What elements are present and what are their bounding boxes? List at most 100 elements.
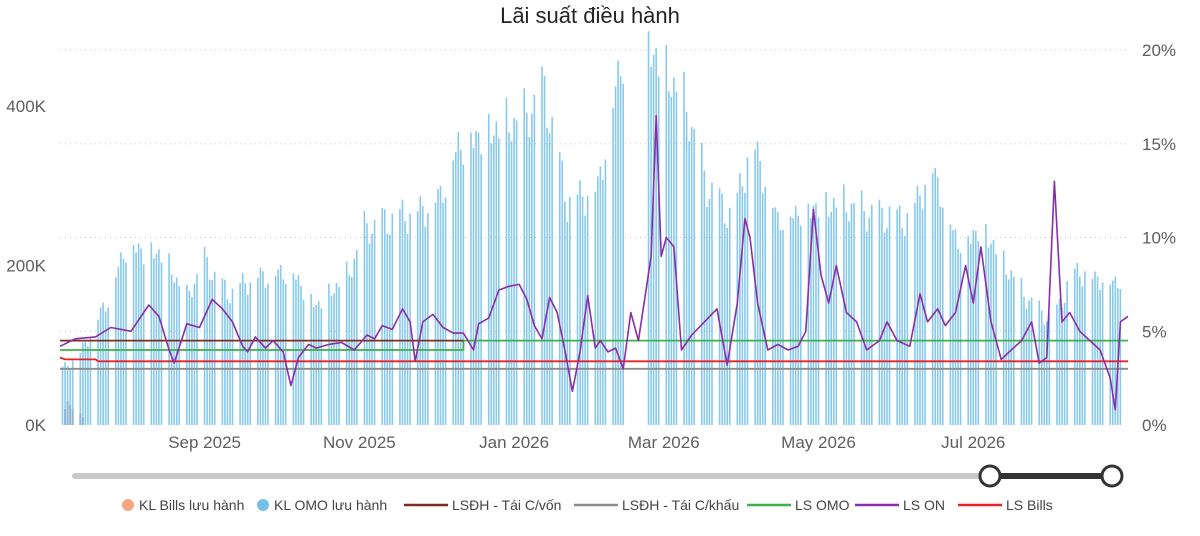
omo-bar bbox=[492, 135, 495, 426]
omo-bar bbox=[99, 307, 102, 425]
omo-bar bbox=[107, 307, 109, 425]
legend-label: LSĐH - Tái C/khấu bbox=[622, 497, 739, 513]
omo-bar bbox=[741, 186, 744, 425]
omo-bar bbox=[386, 233, 389, 425]
omo-bar bbox=[188, 290, 191, 425]
omo-bar bbox=[257, 278, 259, 425]
omo-bar bbox=[1119, 289, 1122, 425]
omo-bar bbox=[416, 211, 419, 425]
rate-lines bbox=[59, 114, 1129, 411]
omo-bar bbox=[546, 127, 548, 425]
omo-bar bbox=[792, 218, 794, 425]
omo-bar bbox=[1043, 324, 1046, 425]
omo-bar bbox=[158, 249, 160, 425]
omo-bar bbox=[82, 342, 84, 425]
omo-bar bbox=[817, 217, 820, 425]
omo-bar bbox=[328, 283, 330, 425]
omo-bar bbox=[825, 192, 827, 425]
omo-bar bbox=[799, 225, 802, 425]
omo-bar bbox=[744, 192, 746, 425]
omo-bar bbox=[921, 209, 924, 425]
omo-bar bbox=[952, 230, 954, 425]
omo-bar bbox=[901, 228, 904, 425]
omo-bar bbox=[728, 207, 731, 425]
legend-label: LS OMO bbox=[795, 497, 850, 513]
omo-bar bbox=[990, 244, 992, 425]
omo-bar bbox=[718, 188, 721, 425]
left-axis: 0K 200K 400K bbox=[6, 97, 46, 435]
range-slider[interactable] bbox=[72, 464, 1124, 488]
slider-start-handle[interactable] bbox=[978, 464, 1002, 488]
omo-bar bbox=[683, 71, 685, 425]
omo-bar bbox=[533, 94, 536, 425]
omo-bar bbox=[353, 258, 356, 425]
omo-bar bbox=[974, 230, 977, 425]
omo-bar bbox=[259, 267, 262, 425]
omo-bar bbox=[969, 243, 972, 425]
omo-bar bbox=[919, 195, 921, 425]
omo-bar bbox=[597, 176, 599, 425]
omo-bar bbox=[1013, 276, 1015, 425]
omo-bar bbox=[224, 279, 226, 425]
omo-bar bbox=[434, 202, 437, 425]
omo-bar bbox=[388, 234, 391, 425]
omo-bar bbox=[79, 352, 82, 425]
omo-bar bbox=[173, 282, 175, 425]
omo-bar bbox=[1094, 271, 1096, 425]
omo-bar bbox=[1020, 277, 1023, 425]
x-tick-label: Sep 2025 bbox=[168, 433, 241, 452]
slider-end-handle[interactable] bbox=[1100, 464, 1124, 488]
omo-bar bbox=[647, 31, 650, 426]
legend-label: LS Bills bbox=[1006, 497, 1053, 513]
omo-bar bbox=[462, 164, 465, 426]
omo-bar bbox=[845, 212, 848, 425]
legend-marker-circle bbox=[122, 499, 134, 511]
omo-bar bbox=[140, 248, 142, 425]
omo-bar bbox=[513, 117, 515, 426]
omo-bars bbox=[61, 31, 1122, 426]
legend-label: LS ON bbox=[903, 497, 945, 513]
omo-bar bbox=[239, 282, 241, 425]
omo-bar bbox=[69, 368, 71, 425]
omo-bar bbox=[246, 294, 249, 425]
legend-marker-circle bbox=[257, 499, 269, 511]
omo-bar bbox=[508, 132, 510, 425]
omo-bar bbox=[335, 282, 338, 425]
omo-bar bbox=[706, 206, 708, 425]
omo-bar bbox=[602, 179, 604, 425]
omo-bar bbox=[317, 301, 320, 425]
omo-bar bbox=[490, 143, 493, 425]
omo-bar bbox=[827, 216, 830, 425]
omo-bar bbox=[903, 236, 906, 425]
omo-bar bbox=[470, 132, 472, 425]
omo-bar bbox=[789, 216, 792, 425]
omo-bar bbox=[594, 191, 597, 425]
omo-bar bbox=[1028, 300, 1030, 425]
omo-bar bbox=[211, 280, 214, 425]
omo-bar bbox=[452, 160, 455, 425]
omo-bar bbox=[665, 44, 668, 425]
omo-bar bbox=[1056, 304, 1058, 425]
omo-bar bbox=[102, 302, 104, 425]
omo-bar bbox=[721, 193, 723, 425]
omo-bar bbox=[213, 271, 216, 425]
omo-bar bbox=[551, 116, 553, 425]
omo-bar bbox=[543, 75, 546, 426]
omo-bar bbox=[153, 258, 155, 425]
ls-bills-line bbox=[59, 356, 1128, 363]
omo-bar bbox=[193, 283, 196, 425]
omo-bar bbox=[399, 209, 401, 425]
omo-bar bbox=[424, 226, 427, 425]
omo-bar bbox=[579, 180, 581, 425]
omo-bar bbox=[736, 192, 739, 425]
omo-bar bbox=[444, 197, 447, 425]
omo-bar bbox=[886, 228, 888, 425]
omo-bar bbox=[688, 141, 690, 425]
x-axis: Sep 2025 Nov 2025 Jan 2026 Mar 2026 May 2026… bbox=[168, 433, 1005, 452]
omo-bar bbox=[302, 299, 305, 425]
omo-bar bbox=[338, 287, 340, 425]
omo-bar bbox=[1010, 270, 1013, 425]
omo-bar bbox=[480, 154, 482, 425]
omo-bar bbox=[1005, 274, 1008, 425]
omo-bar bbox=[419, 196, 422, 425]
